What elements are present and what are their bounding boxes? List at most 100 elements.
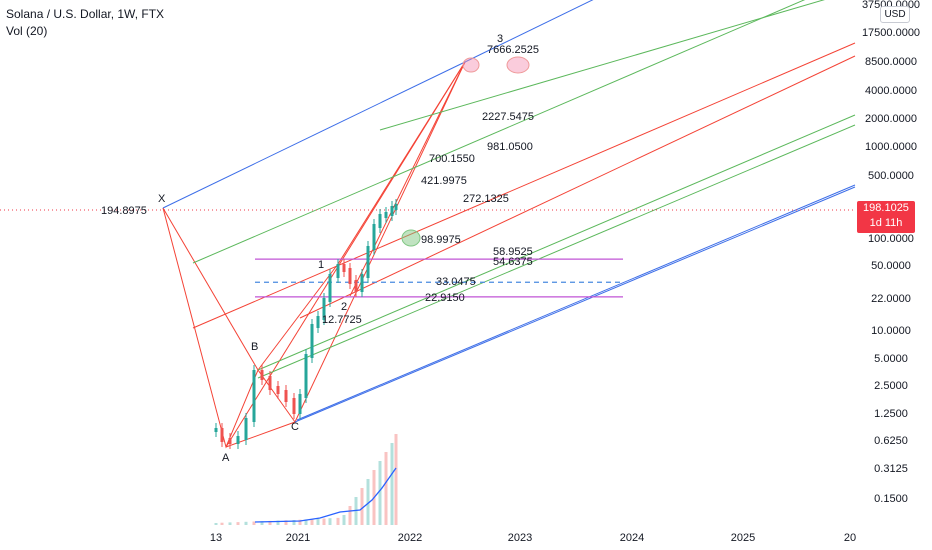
candle-body [285,390,288,402]
volume-bar [229,522,232,525]
candle-body [317,316,320,328]
currency-selector[interactable]: USD [880,6,910,23]
time-tick-label: 13 [210,532,222,544]
candle-body [277,386,280,394]
time-tick-label: 2022 [398,532,422,544]
time-axis[interactable]: 13 2021 2022 2023 2024 2025 20 [210,532,856,544]
last-price-value: 198.1025 [857,201,915,216]
candle-body [269,376,272,390]
candle-body [253,370,256,422]
price-tick-label: 500.0000 [868,170,914,182]
candle-body [311,324,314,358]
price-tick-label: 1.2500 [874,408,908,420]
volume-bar [323,519,326,526]
point-3-price: 7666.2525 [487,44,539,56]
point-label-a: A [222,452,230,464]
candle-body [221,428,224,442]
price-tick-label: 17500.0000 [862,27,920,39]
horizontal-levels [0,210,855,297]
point-label-x: X [158,193,166,205]
price-tick-label: 4000.0000 [865,85,917,97]
last-price-tag: 198.1025 1d 11h [857,201,915,233]
level-label: 981.0500 [487,141,533,153]
price-axis[interactable]: 37500.0000 17500.0000 8500.0000 4000.0000 20… [862,0,920,505]
price-tick-label: 0.6250 [874,435,908,447]
target-circle [402,230,420,246]
candle-body [293,398,296,414]
volume-bar [395,434,398,525]
level-label: 54.6375 [493,256,533,268]
price-tick-label: 0.3125 [874,463,908,475]
price-tick-label: 8500.0000 [865,56,917,68]
time-tick-label: 2021 [286,532,310,544]
point-label-c: C [291,421,299,433]
volume-bar [317,519,320,525]
xabc-pattern [163,208,295,447]
green-channel-lower [258,115,855,370]
level-label: 2227.5475 [482,111,534,123]
volume-bar [361,488,364,525]
point-label-b: B [251,341,258,353]
candle-body [329,274,332,302]
candle-body [261,370,264,380]
ac-leg [226,422,295,447]
xb-leg [163,208,258,370]
candle-body [361,274,364,292]
volume-bar [391,443,394,525]
candle-body [229,438,232,444]
candlesticks [215,199,398,449]
volume-bar [221,523,224,525]
price-tick-label: 2.5000 [874,380,908,392]
volume-bar [349,506,352,525]
point-x-price: 194.8975 [101,205,147,217]
price-tick-label: 10.0000 [871,325,911,337]
level-label: 700.1550 [429,153,475,165]
level-label: 12.7725 [322,314,362,326]
target-circle [507,57,529,73]
candle-body [237,436,240,444]
time-tick-label: 2025 [731,532,755,544]
level-label: 421.9975 [421,175,467,187]
volume-indicator-label[interactable]: Vol (20) [6,24,47,38]
candle-body [379,214,382,228]
level-label: 272.1325 [463,193,509,205]
volume-bar [337,518,340,525]
volume-bar [215,523,218,525]
time-tick-label: 2024 [620,532,644,544]
symbol-title[interactable]: Solana / U.S. Dollar, 1W, FTX [6,7,164,21]
volume-bar [245,522,248,525]
volume-bar [343,515,346,525]
harmonic-pattern-lines [163,62,465,447]
price-tick-label: 50.0000 [871,260,911,272]
candle-body [373,224,376,250]
candle-body [355,280,358,292]
candle-body [367,246,370,278]
volume-bar [385,452,388,525]
volume-bar [237,522,240,525]
red-median-line-2 [300,56,855,318]
point-label-1: 1 [318,259,324,271]
price-tick-label: 5.0000 [874,353,908,365]
candle-body [349,268,352,284]
level-label: 22.9150 [425,292,465,304]
candle-body [343,264,346,272]
volume-bar [329,518,332,525]
green-channel-upper [193,0,855,263]
price-tick-label: 1000.0000 [865,141,917,153]
point-label-2: 2 [341,301,347,313]
candle-body [395,204,398,210]
candle-body [299,394,302,414]
candle-body [337,264,340,278]
price-tick-label: 22.0000 [871,293,911,305]
candle-body [385,212,388,218]
candle-body [215,428,218,432]
candle-body [305,354,308,398]
time-tick-label: 2023 [508,532,532,544]
price-tick-label: 0.1500 [874,493,908,505]
chart-annotations: X194.8975ABC1237666.25252227.5475981.050… [101,33,539,464]
volume-bar [379,461,382,525]
time-tick-label: 20 [844,532,856,544]
target-circle [463,58,479,72]
green-channel-top [380,0,830,130]
